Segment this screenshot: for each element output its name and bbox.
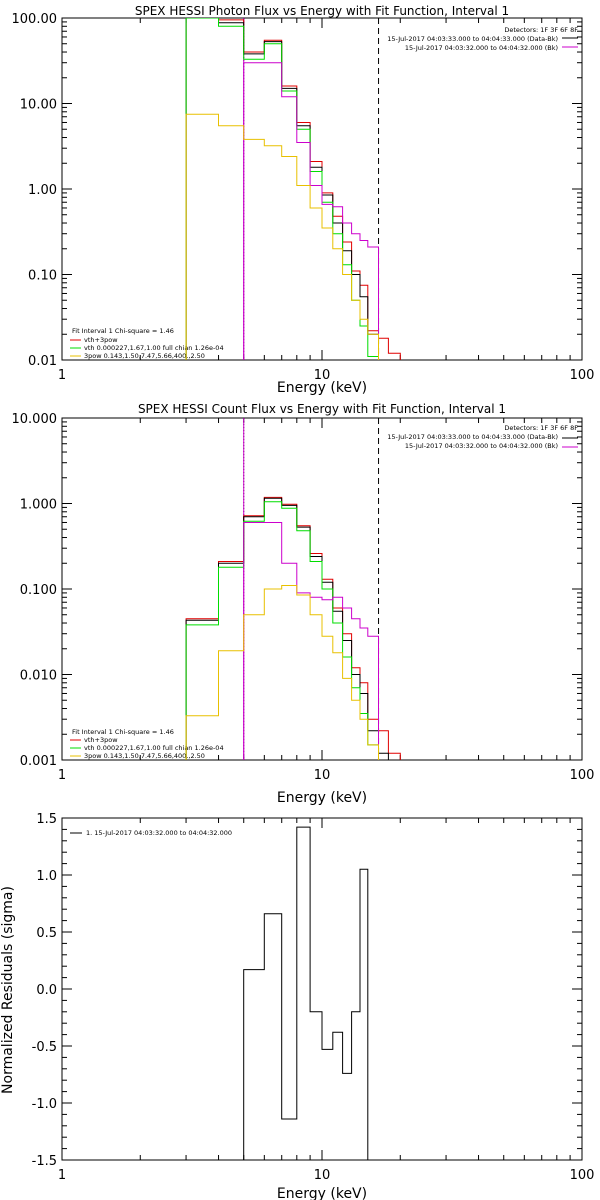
- x-tick-label: 1: [58, 368, 66, 383]
- x-tick-label: 100: [570, 368, 595, 383]
- chart-title: SPEX HESSI Photon Flux vs Energy with Fi…: [135, 4, 509, 18]
- series-line-1: [185, 18, 389, 360]
- y-tick-label: 0.001: [20, 754, 57, 769]
- series-line-0: [185, 496, 401, 760]
- y-tick-label: 0.5: [36, 926, 57, 941]
- series-line-3: [243, 62, 379, 360]
- legend-item-1: vth 0.000227,1.67,1.00 full chian 1.26e-…: [84, 744, 224, 752]
- y-tick-label: 100.00: [12, 12, 58, 27]
- photon-flux-panel: SPEX HESSI Photon Flux vs Energy with Fi…: [12, 4, 595, 396]
- y-tick-label: 0.0: [36, 983, 57, 998]
- series-line-2: [185, 501, 379, 760]
- y-tick-label: 10.00: [20, 98, 57, 113]
- legend-fit-header: Fit Interval 1 Chi-square = 1.46: [72, 327, 174, 335]
- y-tick-label: 1.0: [36, 869, 57, 884]
- legend-topright-line-1: 15-Jul-2017 04:03:33.000 to 04:04:33.000…: [387, 35, 558, 43]
- legend-topright-line-2: 15-Jul-2017 04:03:32.000 to 04:04:32.000…: [405, 44, 558, 52]
- series-line-0: [185, 18, 401, 360]
- y-tick-label: 1.00: [28, 183, 57, 198]
- y-tick-label: -1.0: [32, 1097, 57, 1112]
- y-tick-label: -0.5: [32, 1040, 57, 1055]
- legend-topright-line-0: Detectors: 1F 3F 6F 8F: [504, 424, 578, 432]
- x-tick-label: 100: [570, 768, 595, 783]
- x-tick-label: 10: [314, 368, 331, 383]
- legend-fit-header: Fit Interval 1 Chi-square = 1.46: [72, 728, 174, 736]
- y-tick-label: 0.10: [28, 269, 57, 284]
- series-line-0: [243, 826, 379, 1160]
- x-tick-label: 10: [314, 768, 331, 783]
- chart-title: SPEX HESSI Count Flux vs Energy with Fit…: [138, 402, 506, 416]
- x-tick-label: 1: [58, 1168, 66, 1183]
- series-line-4: [185, 585, 379, 760]
- legend-item-0: 1. 15-Jul-2017 04:03:32.000 to 04:04:32.…: [86, 829, 232, 837]
- residuals-panel: Energy (keV) Normalized Residuals (sigma…: [0, 812, 594, 1200]
- y-axis-label: Normalized Residuals (sigma): [0, 886, 16, 1094]
- y-tick-label: 10.000: [12, 412, 58, 427]
- plot-frame: [61, 817, 583, 1161]
- legend-topright-line-2: 15-Jul-2017 04:03:32.000 to 04:04:32.000…: [405, 442, 558, 450]
- y-tick-label: 1.000: [20, 498, 57, 513]
- legend-item-0: vth+3pow: [84, 336, 118, 344]
- legend-item-1: vth 0.000227,1.67,1.00 full chian 1.26e-…: [84, 344, 224, 352]
- series-line-1: [185, 497, 389, 760]
- x-tick-label: 10: [314, 1168, 331, 1183]
- x-axis-label: Energy (keV): [277, 380, 367, 396]
- legend-topright-line-1: 15-Jul-2017 04:03:33.000 to 04:04:33.000…: [387, 433, 558, 441]
- y-tick-label: 1.5: [36, 812, 57, 827]
- x-tick-label: 1: [58, 768, 66, 783]
- y-tick-label: 0.01: [28, 354, 57, 369]
- count-flux-panel: SPEX HESSI Count Flux vs Energy with Fit…: [12, 402, 595, 806]
- x-axis-label: Energy (keV): [277, 1186, 367, 1200]
- y-tick-label: -1.5: [32, 1154, 57, 1169]
- series-line-4: [185, 113, 379, 360]
- y-tick-label: 0.100: [20, 583, 57, 598]
- series-line-3: [243, 522, 379, 760]
- legend-item-0: vth+3pow: [84, 736, 118, 744]
- legend-item-2: 3pow 0.143,1.50,7.47,5.66,400.,2.50: [84, 352, 205, 360]
- legend-topright-line-0: Detectors: 1F 3F 6F 8F: [504, 26, 578, 34]
- legend-item-2: 3pow 0.143,1.50,7.47,5.66,400.,2.50: [84, 752, 205, 760]
- x-tick-label: 100: [570, 1168, 595, 1183]
- x-axis-label: Energy (keV): [277, 790, 367, 806]
- y-tick-label: 0.010: [20, 669, 57, 684]
- series-line-2: [185, 18, 379, 360]
